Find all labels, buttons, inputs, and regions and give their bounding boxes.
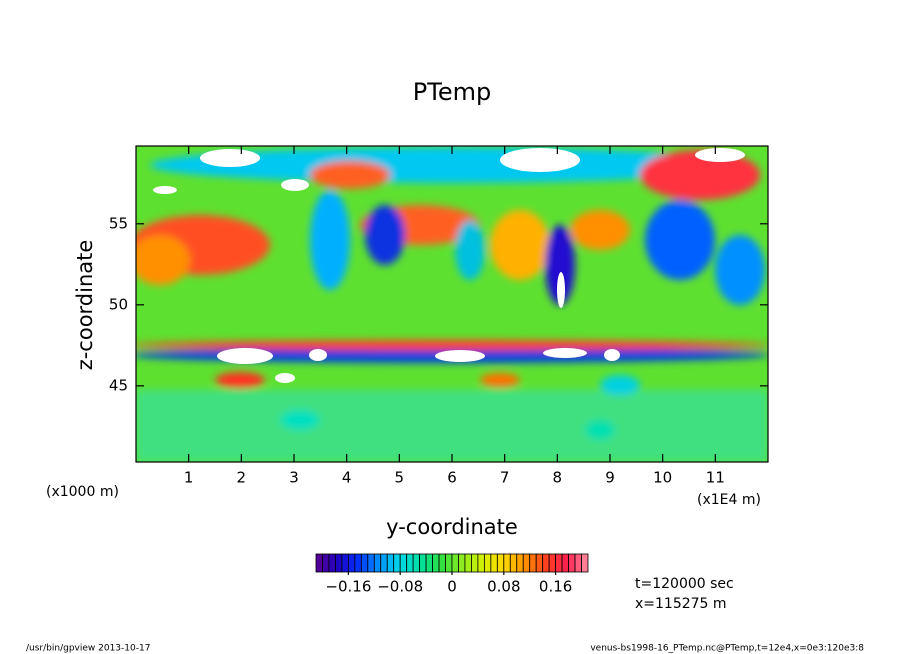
colorbar-box	[432, 553, 440, 573]
x-tick-label: 9	[605, 469, 615, 487]
colorbar-box	[477, 553, 485, 573]
x-tick-label: 3	[289, 469, 299, 487]
colorbar-box	[458, 553, 466, 573]
x-tick-label: 6	[447, 469, 457, 487]
colorbar-box	[516, 553, 524, 573]
colorbar-box	[529, 553, 537, 573]
x-tick-label: 1	[184, 469, 194, 487]
colorbar-box	[496, 553, 505, 573]
colorbar-box	[535, 553, 544, 573]
colorbar-box	[315, 553, 323, 573]
x-unit-right: (x1E4 m)	[697, 492, 761, 508]
colorbar-box	[522, 553, 531, 573]
x-tick-label: 8	[553, 469, 563, 487]
x-axis-label: y-coordinate	[386, 515, 518, 539]
colorbar-box	[490, 553, 498, 573]
colorbar-box	[347, 553, 356, 573]
colorbar-box	[438, 553, 446, 573]
colorbar-box	[425, 553, 433, 573]
colorbar-box	[373, 553, 382, 573]
colorbar-box	[509, 553, 518, 573]
colorbar-box	[360, 553, 369, 573]
colorbar-box	[568, 553, 576, 573]
y-tick-label: 45	[109, 376, 128, 394]
colorbar-box	[322, 553, 330, 573]
colorbar-box	[399, 553, 408, 573]
field	[136, 146, 768, 462]
colorbar-box	[574, 553, 582, 573]
colorbar-box	[464, 553, 472, 573]
colorbar-box	[503, 553, 511, 573]
footer-left: /usr/bin/gpview 2013-10-17	[26, 644, 150, 654]
colorbar-box	[445, 553, 453, 573]
colorbar-box	[412, 553, 421, 573]
x-tick-label: 11	[706, 469, 725, 487]
colorbar-box	[471, 553, 479, 573]
x-tick-label: 10	[653, 469, 672, 487]
colorbar-tick-label: 0.16	[539, 578, 572, 596]
x-unit-left: (x1000 m)	[46, 484, 119, 500]
colorbar-box	[328, 553, 336, 573]
colorbar-tick-label: −0.16	[325, 578, 371, 596]
colorbar-box	[555, 553, 563, 573]
colorbar-box	[393, 553, 401, 573]
annotation: x=115275 m	[635, 596, 727, 612]
colorbar-box	[406, 553, 414, 573]
colorbar-box	[367, 553, 375, 573]
colorbar-box	[354, 553, 362, 573]
y-axis-label: z-coordinate	[73, 240, 97, 371]
colorbar-box	[483, 553, 492, 573]
colorbar-box	[335, 553, 343, 573]
colorbar-box	[548, 553, 557, 573]
colorbar-tick-label: 0.08	[487, 578, 520, 596]
y-tick-label: 55	[109, 214, 128, 232]
colorbar-box	[561, 553, 569, 573]
y-tick-label: 50	[109, 295, 128, 313]
colorbar-tick-label: −0.08	[377, 578, 423, 596]
colorbar-box	[341, 553, 349, 573]
x-tick-label: 2	[237, 469, 247, 487]
annotation: t=120000 sec	[635, 576, 734, 592]
x-tick-label: 4	[342, 469, 352, 487]
colorbar-box	[386, 553, 395, 573]
chart-title: PTemp	[413, 78, 491, 106]
colorbar-tick-label: 0	[447, 578, 457, 596]
colorbar-box	[380, 553, 388, 573]
x-tick-label: 7	[500, 469, 510, 487]
colorbar-box	[419, 553, 427, 573]
footer-right: venus-bs1998-16_PTemp.nc@PTemp,t=12e4,x=…	[590, 644, 864, 654]
x-tick-label: 5	[395, 469, 405, 487]
colorbar-box	[451, 553, 459, 573]
colorbar-box	[542, 553, 550, 573]
colorbar-box	[581, 553, 589, 573]
